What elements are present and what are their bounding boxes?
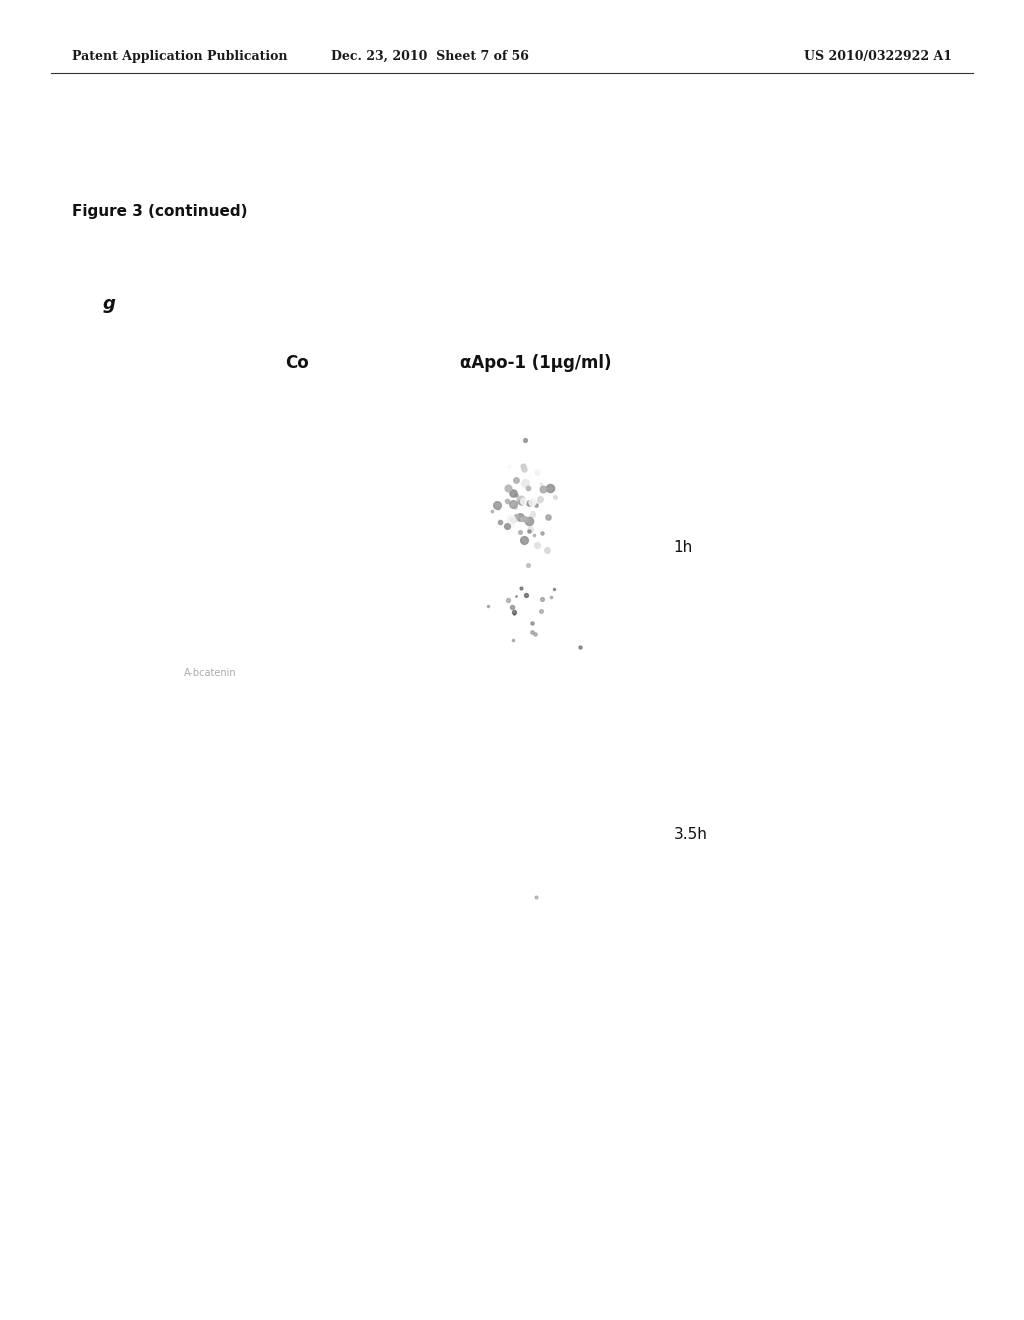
Text: Dec. 23, 2010  Sheet 7 of 56: Dec. 23, 2010 Sheet 7 of 56	[331, 50, 529, 63]
Text: Co: Co	[285, 354, 309, 372]
Text: US 2010/0322922 A1: US 2010/0322922 A1	[804, 50, 952, 63]
Text: Patent Application Publication: Patent Application Publication	[72, 50, 287, 63]
Text: 3.5h: 3.5h	[674, 828, 708, 842]
Text: 1h: 1h	[674, 540, 693, 554]
Text: αApo-1 (1µg/ml): αApo-1 (1µg/ml)	[460, 354, 611, 372]
Text: A-bcatenin: A-bcatenin	[184, 668, 237, 677]
Text: g: g	[102, 294, 116, 313]
Text: Figure 3 (continued): Figure 3 (continued)	[72, 203, 247, 219]
